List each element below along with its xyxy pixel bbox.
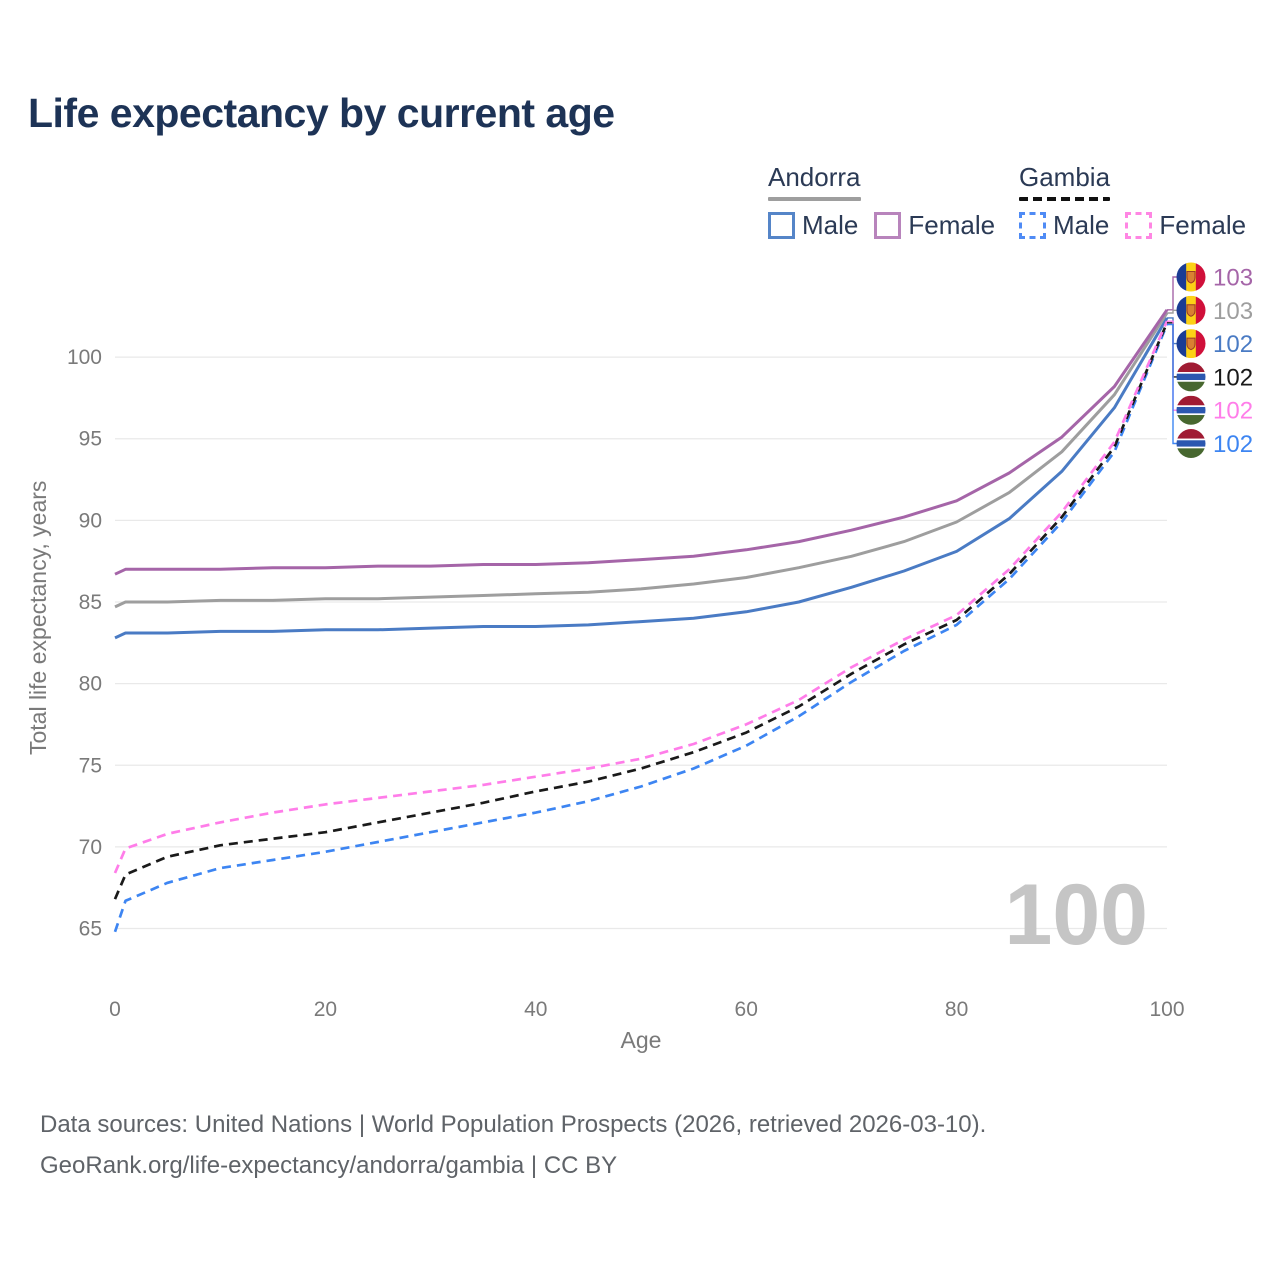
flag-emblem (1186, 271, 1196, 284)
page-title: Life expectancy by current age (28, 90, 615, 136)
end-label-value-andorra-female: 103 (1213, 265, 1253, 292)
legend-swatch-gambia-male[interactable] (1019, 212, 1046, 239)
ytick-70: 70 (79, 836, 102, 859)
legend-country-gambia: Gambia (1019, 162, 1111, 201)
legend-country-label: Andorra (768, 162, 861, 192)
data-sources: Data sources: United Nations | World Pop… (40, 1104, 986, 1186)
flag-stripe (1176, 372, 1206, 374)
ytick-95: 95 (79, 428, 102, 451)
line-andorra-both-sexes (114, 312, 1169, 609)
end-label-connector-andorra-female (1167, 276, 1178, 311)
legend-swatch-gambia-female[interactable] (1125, 212, 1153, 239)
ytick-100: 100 (67, 346, 102, 369)
legend-swatch-andorra-female[interactable] (874, 212, 902, 239)
legend-label-gambia-female: Female (1159, 210, 1247, 240)
flag-stripe (1176, 295, 1187, 325)
line-gambia-female (113, 320, 1169, 874)
end-label-connector-gambia-male (1167, 323, 1178, 445)
gridlines: 65 70 75 80 85 90 95 100 0 20 40 60 80 100 (67, 346, 1185, 1021)
xtick-20: 20 (314, 998, 337, 1021)
flag-stripe (1176, 262, 1187, 292)
flag-stripe (1176, 429, 1206, 439)
flag-stripe (1176, 446, 1206, 449)
end-label-value-gambia-both-sexes: 102 (1213, 364, 1253, 391)
flag-stripe (1195, 262, 1206, 292)
data-sources-line1: Data sources: United Nations | World Pop… (40, 1111, 987, 1138)
legend-group-andorra: Andorra Male Female (768, 162, 1011, 241)
x-axis-label: Age (621, 1027, 662, 1053)
flag-stripe (1176, 362, 1206, 373)
end-label-connector-andorra-both-sexes (1167, 309, 1178, 314)
flag-stripe (1176, 440, 1206, 447)
flag-stripe (1176, 380, 1206, 382)
legend-label-andorra-male: Male (802, 210, 859, 240)
gambia-flag-icon (1176, 429, 1206, 458)
legend-label-andorra-female: Female (908, 210, 996, 240)
flag-stripe (1176, 415, 1206, 425)
flag-emblem (1186, 337, 1196, 351)
legend-group-gambia: Gambia Male Female (1019, 162, 1262, 241)
andorra-flag-icon (1176, 295, 1206, 325)
end-label-value-andorra-male: 102 (1213, 331, 1253, 358)
end-label-value-gambia-male: 102 (1213, 431, 1253, 458)
andorra-flag-icon (1176, 262, 1206, 292)
xtick-60: 60 (735, 998, 758, 1021)
flag-stripe (1176, 438, 1206, 441)
end-label-value-andorra-both-sexes: 103 (1213, 298, 1253, 325)
end-label-value-gambia-female: 102 (1213, 398, 1253, 425)
ytick-85: 85 (79, 591, 102, 614)
flag-stripe (1176, 413, 1206, 416)
xtick-100: 100 (1149, 998, 1184, 1021)
line-gambia-both-sexes (113, 322, 1169, 900)
flag-stripe (1176, 373, 1206, 381)
y-axis-label: Total life expectancy, years (25, 481, 51, 755)
xtick-0: 0 (109, 998, 121, 1021)
flag-stripe (1176, 406, 1206, 414)
xtick-80: 80 (945, 998, 968, 1021)
flag-stripe (1176, 405, 1206, 407)
ytick-65: 65 (79, 918, 102, 941)
legend-country-label: Gambia (1019, 162, 1111, 192)
age-counter-watermark: 100 (1005, 867, 1149, 963)
gambia-flag-icon (1176, 395, 1206, 425)
line-andorra-female (114, 308, 1169, 576)
flag-stripe (1176, 448, 1206, 458)
data-sources-line2: GeoRank.org/life-expectancy/andorra/gamb… (40, 1152, 618, 1179)
flag-stripe (1195, 329, 1206, 359)
legend-line-sample-gambia (1019, 197, 1111, 201)
ytick-75: 75 (79, 754, 102, 777)
flag-stripe (1195, 295, 1206, 325)
xtick-40: 40 (524, 998, 547, 1021)
legend-swatch-andorra-male[interactable] (768, 212, 795, 239)
line-andorra-male (114, 317, 1169, 640)
flag-emblem (1186, 304, 1196, 317)
andorra-flag-icon (1176, 329, 1206, 359)
gambia-flag-icon (1176, 362, 1206, 392)
flag-stripe (1176, 395, 1206, 406)
legend-line-sample-andorra (768, 197, 861, 201)
flag-stripe (1176, 329, 1187, 359)
ytick-80: 80 (79, 673, 102, 696)
ytick-90: 90 (79, 509, 102, 532)
legend-label-gambia-male: Male (1053, 210, 1110, 240)
line-gambia-male (113, 323, 1169, 933)
legend-country-andorra: Andorra (768, 162, 861, 201)
flag-stripe (1176, 381, 1206, 392)
